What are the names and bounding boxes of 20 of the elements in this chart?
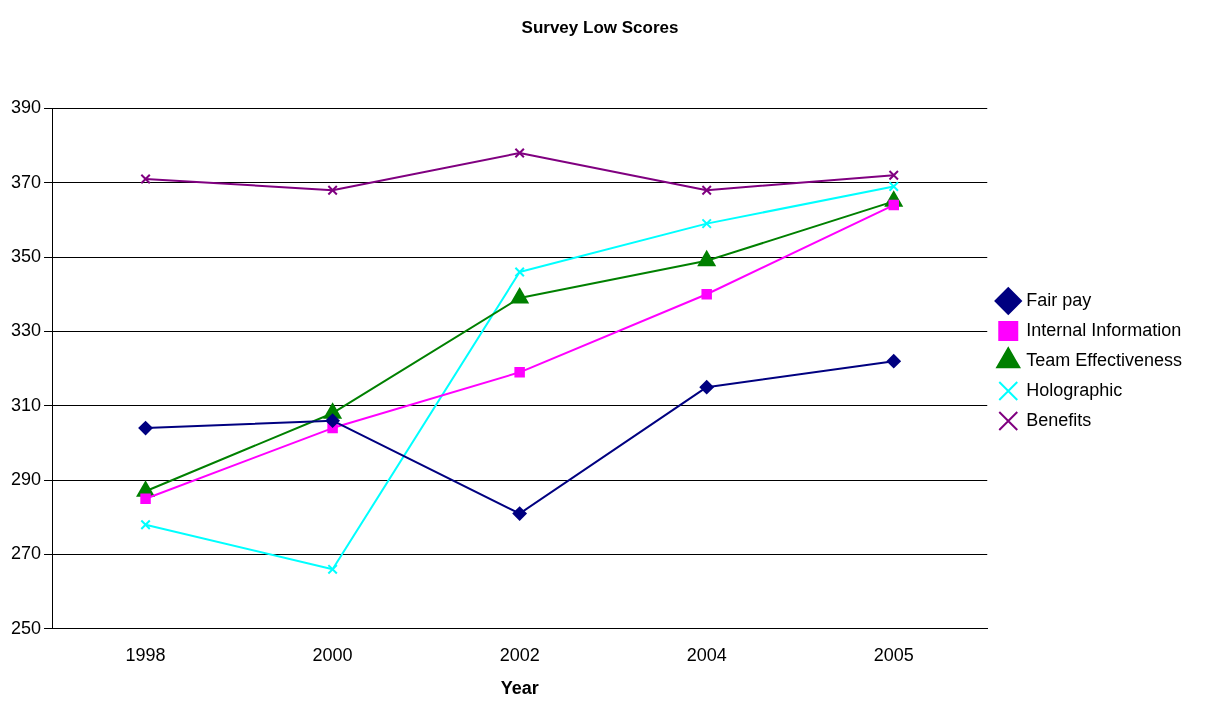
legend-label: Fair pay [1026,289,1092,310]
x-tick-label: 1998 [125,644,166,665]
legend-label: Team Effectiveness [1026,349,1183,370]
chart-title: Survey Low Scores [521,17,679,37]
y-tick-label: 270 [10,543,42,564]
x-tick-label: 2005 [873,644,914,665]
y-tick-label: 350 [10,246,42,267]
legend-label: Benefits [1026,409,1092,430]
y-tick-label: 310 [10,394,42,415]
x-tick-label: 2000 [312,644,353,665]
x-axis-title: Year [500,678,539,699]
x-tick-label: 2004 [686,644,727,665]
y-tick-label: 330 [10,320,42,341]
y-tick-label: 370 [10,171,42,192]
y-tick-label: 290 [10,469,42,490]
y-tick-label: 250 [10,617,42,638]
x-tick-label: 2002 [499,644,540,665]
legend-label: Holographic [1026,379,1123,400]
y-tick-label: 390 [10,97,42,118]
legend-label: Internal Information [1026,319,1182,340]
